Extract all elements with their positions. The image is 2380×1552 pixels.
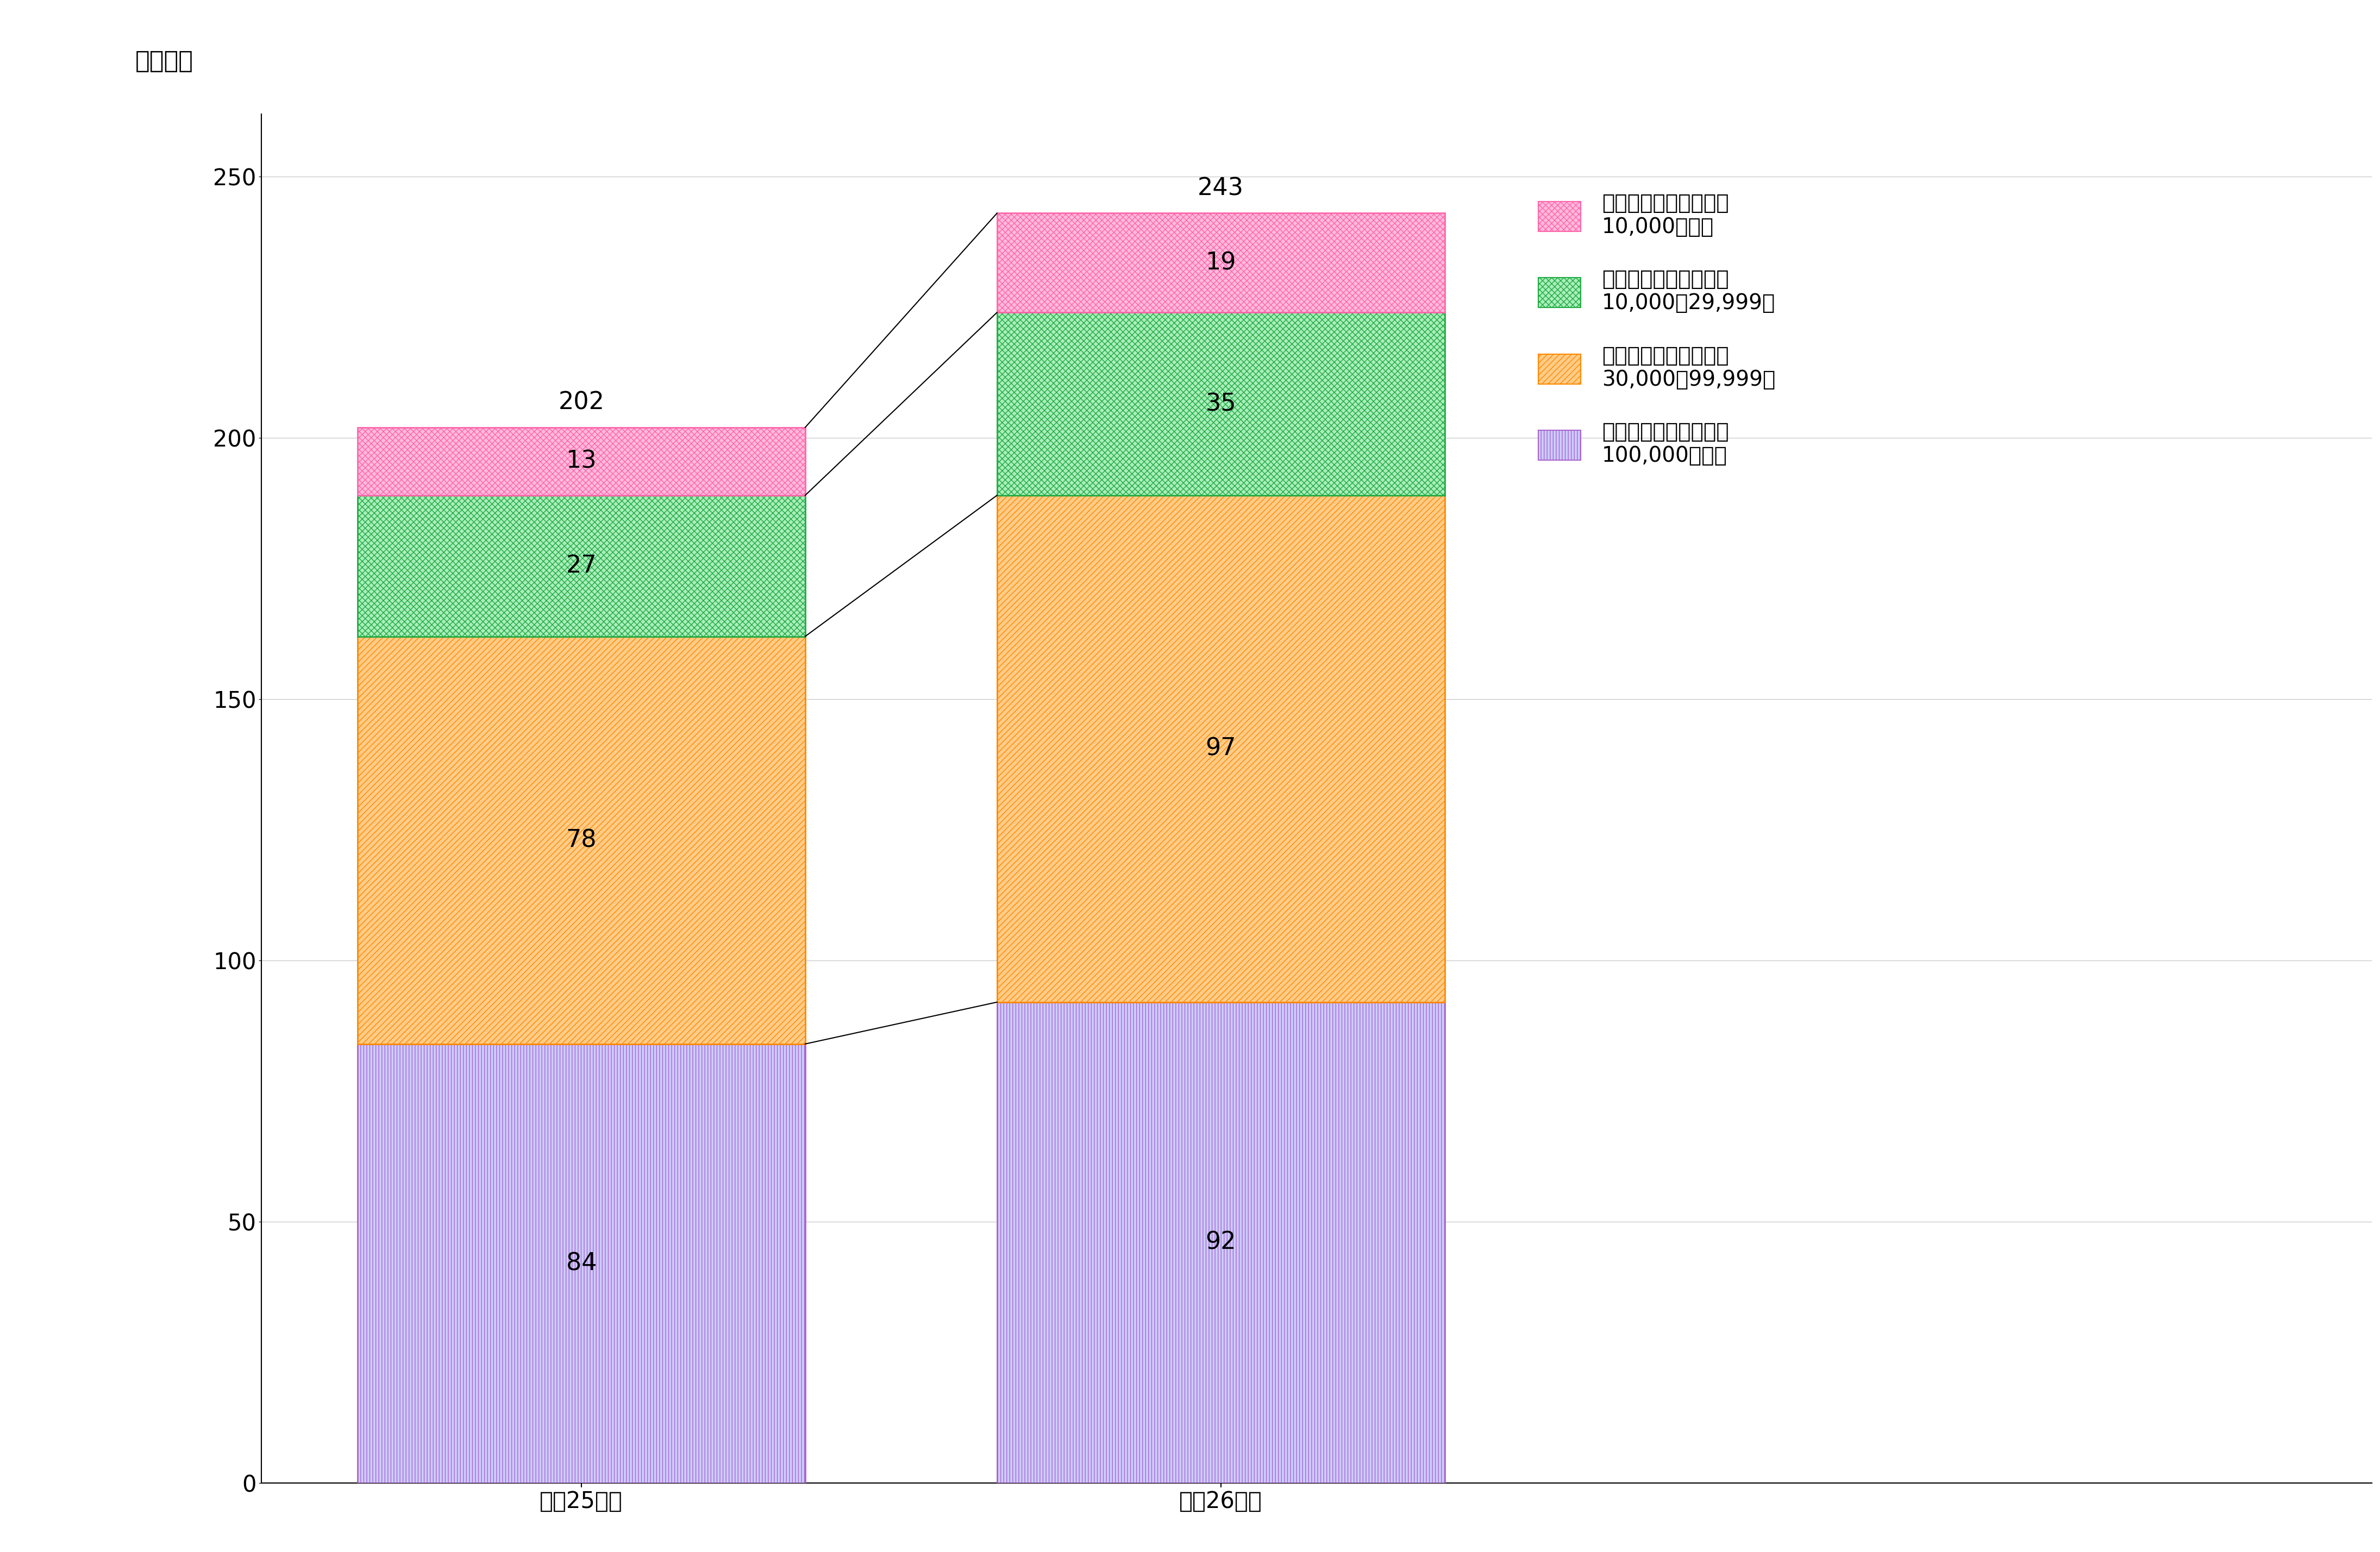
Bar [357, 1044, 804, 1482]
Bar [997, 1003, 1445, 1482]
Bar [997, 312, 1445, 495]
Bar [997, 213, 1445, 312]
Text: 27: 27 [566, 554, 597, 577]
Text: 97: 97 [1204, 737, 1235, 760]
Text: 35: 35 [1204, 393, 1235, 416]
Text: 19: 19 [1204, 251, 1235, 275]
Bar [357, 636, 804, 1044]
Text: 84: 84 [566, 1252, 597, 1276]
Text: （団体）: （団体） [136, 50, 193, 73]
Bar [357, 427, 804, 495]
Text: 13: 13 [566, 450, 597, 473]
Legend: 特例市未満の市区町村
10,000人未満, 特例市未満の市区町村
10,000～29,999人, 特例市未満の市区町村
30,000～99,999人, 特例市未: 特例市未満の市区町村 10,000人未満, 特例市未満の市区町村 10,000～… [1537, 192, 1775, 466]
Text: 202: 202 [559, 391, 605, 414]
Text: 78: 78 [566, 829, 597, 852]
Bar [997, 495, 1445, 1003]
Text: 243: 243 [1197, 177, 1245, 200]
Bar [357, 495, 804, 636]
Text: 92: 92 [1204, 1231, 1235, 1254]
